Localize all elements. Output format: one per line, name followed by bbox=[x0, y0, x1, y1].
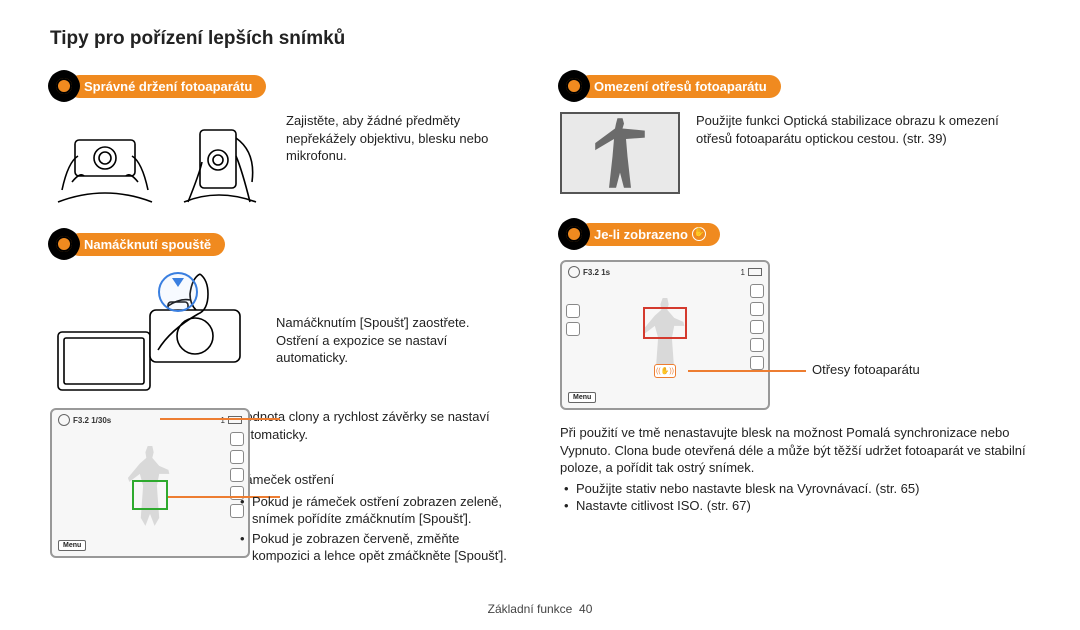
shake-body: Použijte funkci Optická stabilizace obra… bbox=[696, 112, 1030, 147]
gear-icon bbox=[560, 72, 588, 100]
aperture-note: Hodnota clony a rychlost závěrky se nast… bbox=[236, 408, 520, 443]
down-arrow-icon bbox=[172, 278, 184, 287]
blurry-photo-illustration bbox=[560, 112, 680, 194]
when-shown-paragraph: Při použití ve tmě nenastavujte blesk na… bbox=[560, 424, 1030, 477]
pill-shutter: Namáčknutí spouště bbox=[50, 230, 225, 258]
lcd-left-icons bbox=[566, 304, 580, 336]
pill-shutter-label: Namáčknutí spouště bbox=[68, 233, 225, 256]
when-shown-bullet-1: Použijte stativ nebo nastavte blesk na V… bbox=[564, 481, 1030, 496]
right-column: Omezení otřesů fotoaparátu Použijte funk… bbox=[560, 72, 1030, 567]
holding-body: Zajistěte, aby žádné předměty nepřekážel… bbox=[286, 112, 520, 165]
shutter-line1: Namáčknutím [Spoušť] zaostřete. bbox=[276, 314, 520, 332]
gear-icon bbox=[50, 72, 78, 100]
pill-when-shown: Je-li zobrazeno bbox=[560, 220, 720, 248]
menu-button[interactable]: Menu bbox=[58, 540, 86, 551]
gear-icon bbox=[50, 230, 78, 258]
focus-bullet-2: Pokud je zobrazen červeně, změňte kompoz… bbox=[240, 530, 520, 565]
lcd-count: 1 bbox=[221, 416, 225, 425]
pill-holding-label: Správné držení fotoaparátu bbox=[68, 75, 266, 98]
shutter-line2: Ostření a expozice se nastaví automatick… bbox=[276, 332, 520, 367]
pill-shake: Omezení otřesů fotoaparátu bbox=[560, 72, 781, 100]
page-title: Tipy pro pořízení lepších snímků bbox=[50, 28, 1030, 50]
focus-bullet-1: Pokud je rámeček ostření zobrazen zeleně… bbox=[240, 493, 520, 528]
lcd-aperture-shutter-r: F3.2 1s bbox=[583, 268, 610, 277]
focus-frame-red bbox=[643, 307, 687, 339]
lcd-count-r: 1 bbox=[741, 268, 745, 277]
pill-when-shown-label: Je-li zobrazeno bbox=[578, 223, 720, 246]
gear-icon bbox=[560, 220, 588, 248]
focus-frame-green bbox=[132, 480, 168, 510]
lcd-side-icons-r bbox=[750, 284, 764, 370]
when-shown-bullet-2: Nastavte citlivost ISO. (str. 67) bbox=[564, 498, 1030, 513]
hand-shake-icon bbox=[692, 227, 706, 241]
shake-callout-label: Otřesy fotoaparátu bbox=[812, 362, 920, 377]
lcd-preview-right: F3.2 1s 1 Menu bbox=[560, 260, 770, 410]
menu-button-r[interactable]: Menu bbox=[568, 392, 596, 403]
lcd-aperture-shutter: F3.2 1/30s bbox=[73, 416, 111, 425]
lcd-preview-left: F3.2 1/30s 1 Menu bbox=[50, 408, 250, 558]
focus-frame-title: Rámeček ostření bbox=[236, 471, 520, 489]
page-footer: Základní funkce 40 bbox=[0, 602, 1080, 616]
shake-indicator-icon bbox=[654, 364, 676, 378]
pill-holding: Správné držení fotoaparátu bbox=[50, 72, 266, 100]
pill-shake-label: Omezení otřesů fotoaparátu bbox=[578, 75, 781, 98]
shutter-illustration bbox=[50, 270, 260, 400]
holding-camera-illustration bbox=[50, 112, 270, 204]
left-column: Správné držení fotoaparátu bbox=[50, 72, 520, 567]
